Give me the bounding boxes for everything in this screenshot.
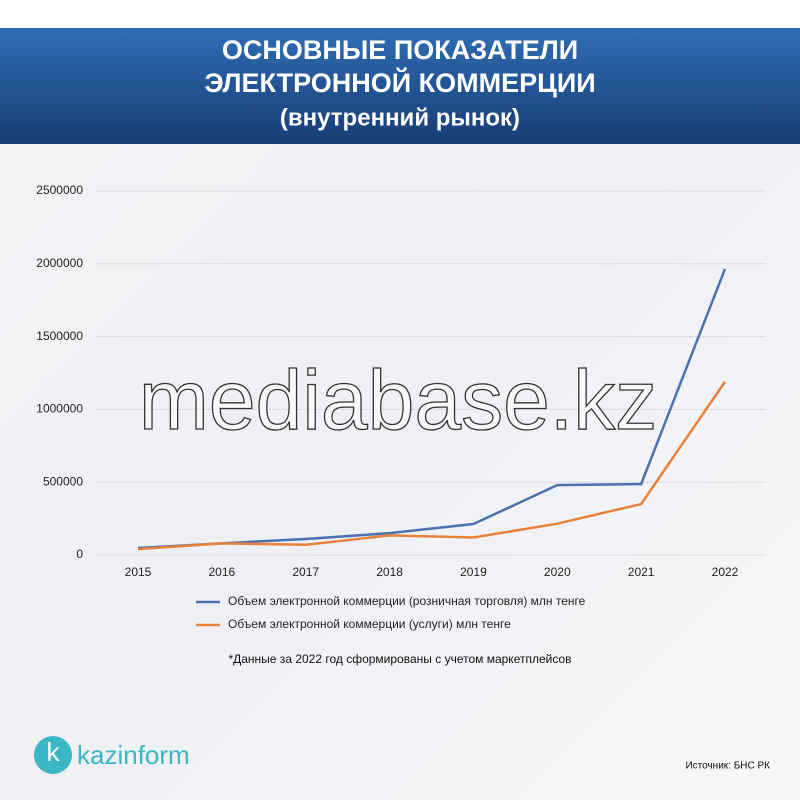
footnote: *Данные за 2022 год сформированы с учето…	[228, 652, 571, 666]
y-tick-label: 1000000	[36, 402, 83, 416]
header	[0, 28, 800, 144]
x-tick-label: 2020	[544, 565, 571, 579]
x-tick-label: 2017	[292, 565, 319, 579]
x-tick-label: 2022	[712, 565, 739, 579]
watermark: mediabase.kz	[139, 353, 657, 447]
x-tick-label: 2015	[125, 565, 152, 579]
series-line	[137, 381, 727, 551]
chart-subtitle: (внутренний рынок)	[280, 104, 520, 131]
y-tick-label: 2500000	[36, 183, 83, 197]
logo-letter: k	[47, 737, 61, 767]
x-tick-label: 2019	[460, 565, 487, 579]
top-strip	[0, 0, 800, 28]
logo-name: kazinform	[77, 740, 190, 770]
chart-title: ОСНОВНЫЕ ПОКАЗАТЕЛИ	[222, 35, 578, 65]
legend-label: Объем электронной коммерции (услуги) млн…	[228, 617, 511, 631]
x-tick-label: 2016	[209, 565, 236, 579]
x-tick-label: 2021	[628, 565, 655, 579]
source: Источник: БНС РК	[685, 761, 770, 772]
y-tick-label: 2000000	[36, 256, 83, 270]
legend-label: Объем электронной коммерции (розничная т…	[228, 594, 586, 608]
y-tick-label: 0	[76, 547, 83, 561]
y-tick-label: 1500000	[36, 329, 83, 343]
x-tick-label: 2018	[376, 565, 403, 579]
y-tick-label: 500000	[43, 474, 83, 488]
chart-title: ЭЛЕКТРОННОЙ КОММЕРЦИИ	[204, 67, 595, 98]
plot: 0 500000 1000000 1500000 2000000 2500000 2015 2…	[36, 183, 766, 631]
logo-icon	[34, 736, 72, 774]
